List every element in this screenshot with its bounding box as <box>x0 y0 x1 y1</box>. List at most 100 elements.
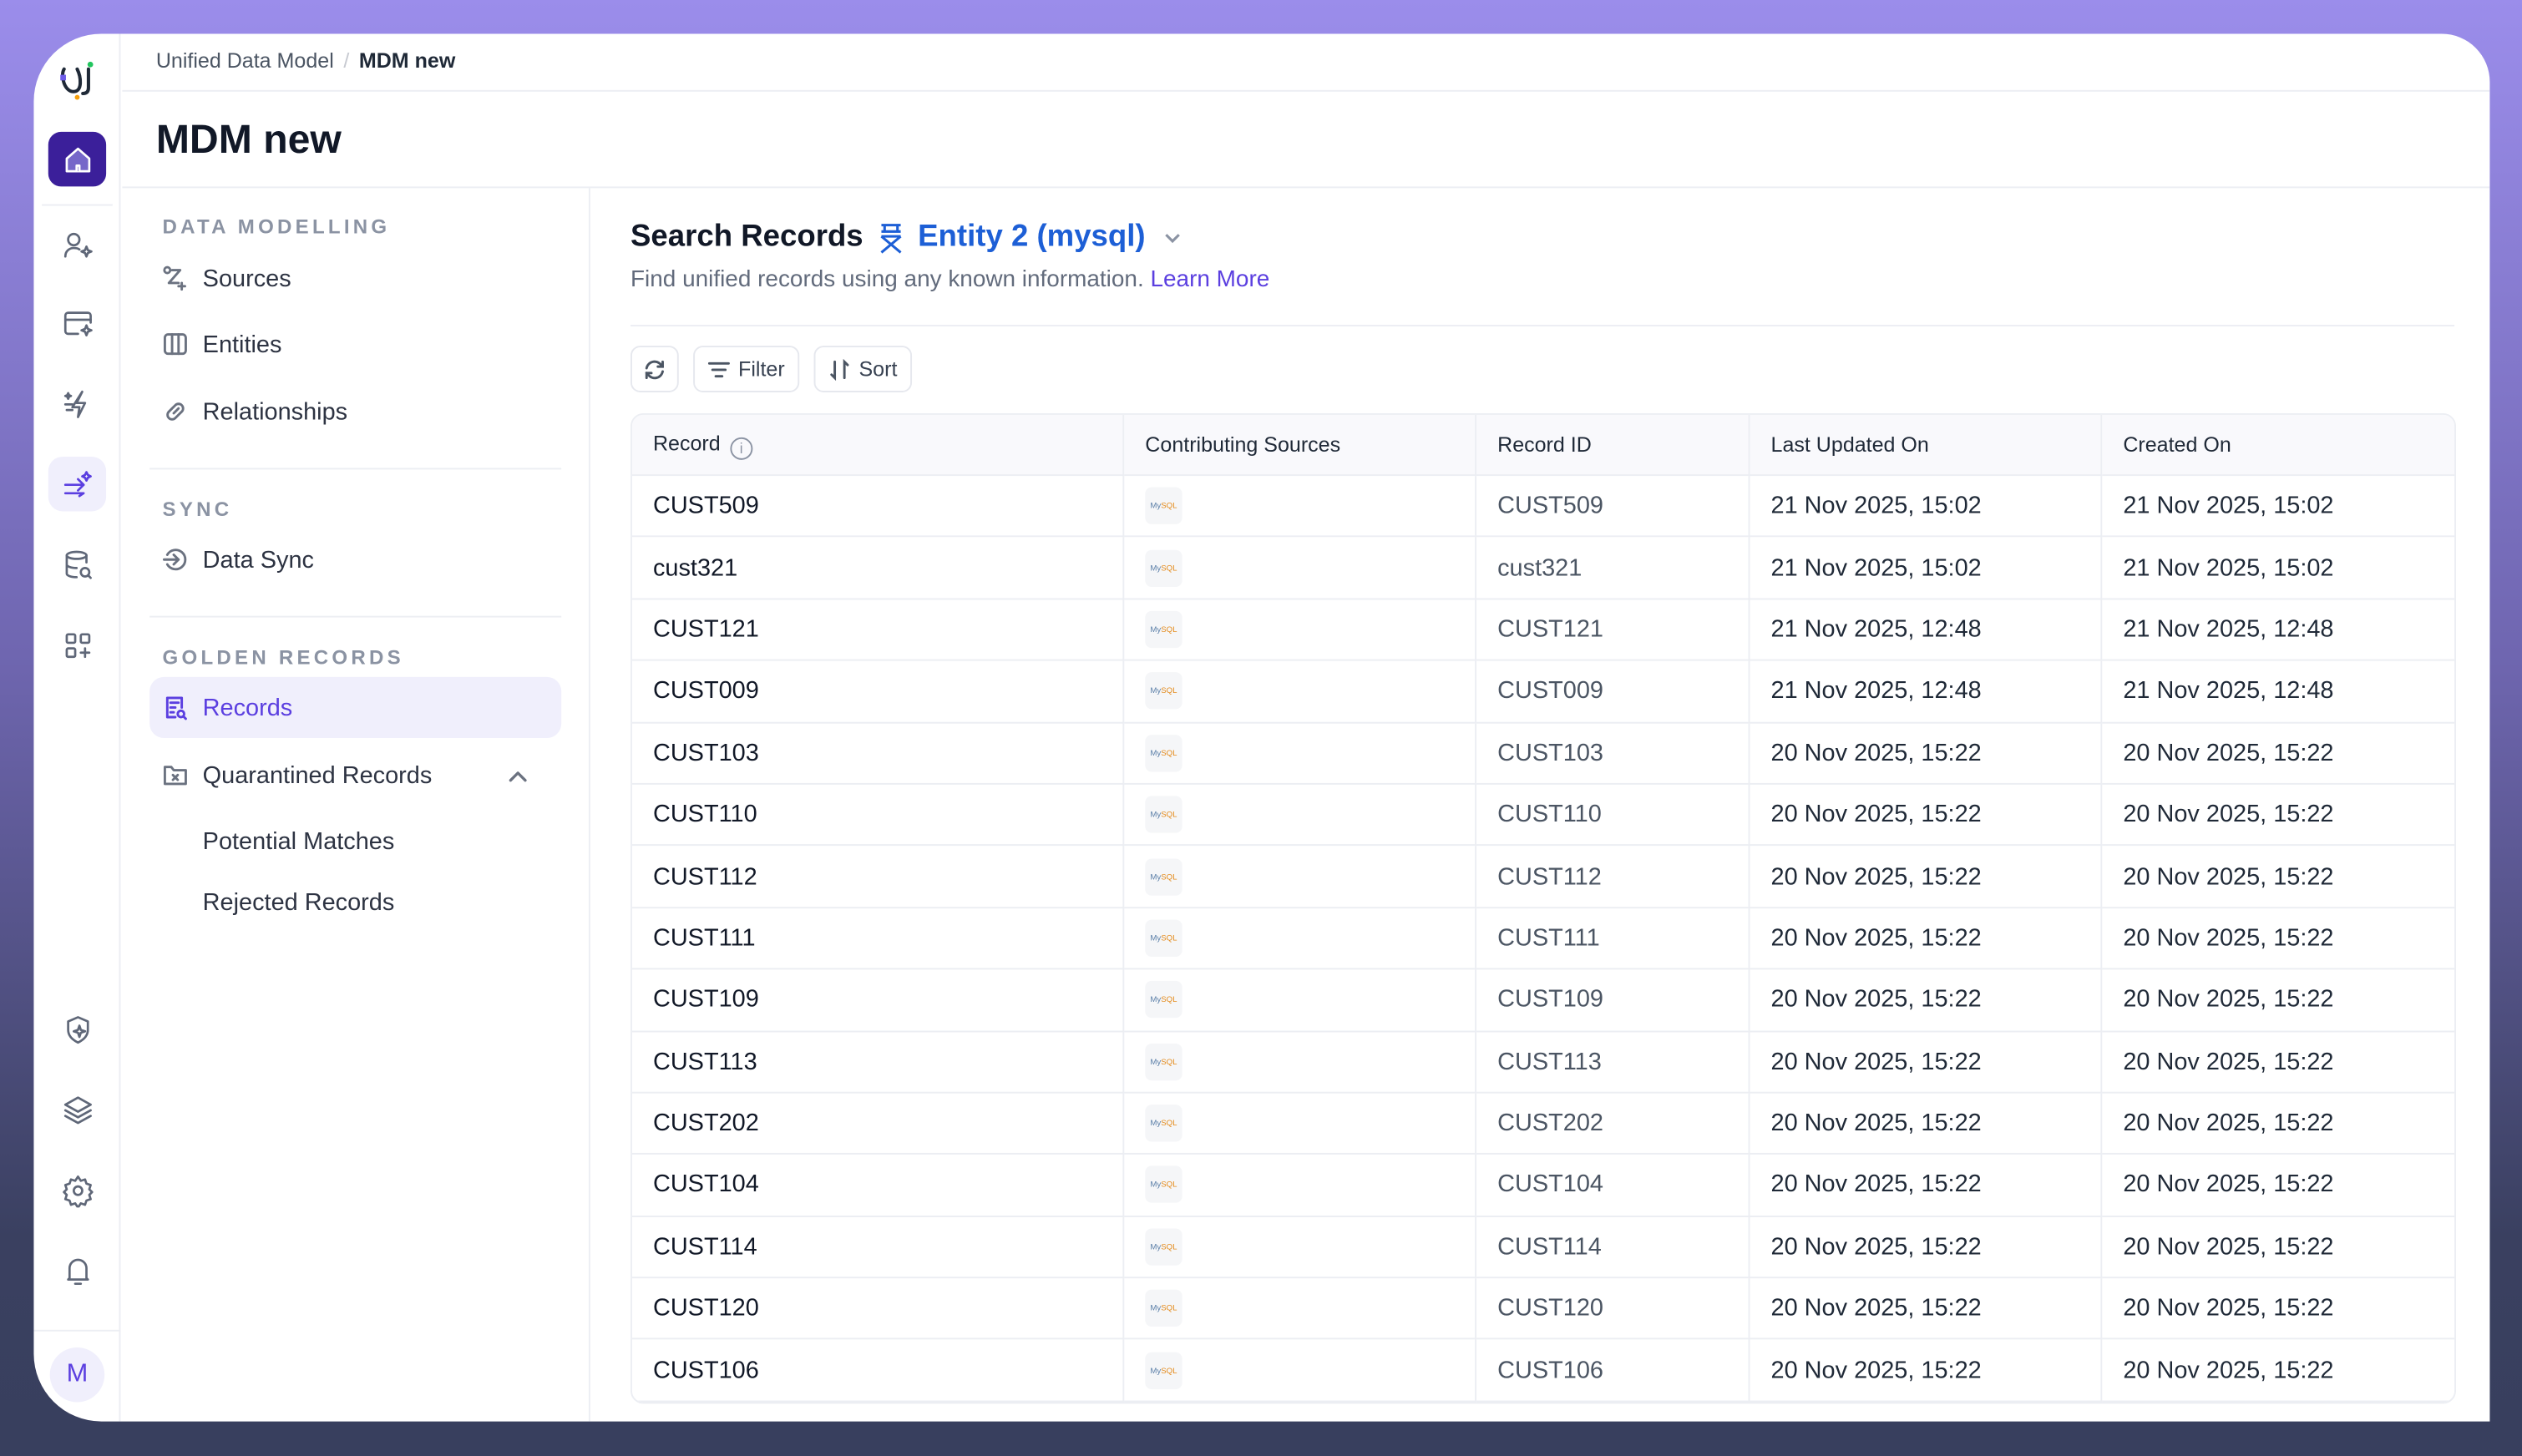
mysql-logo-icon: MySQL <box>1145 672 1183 710</box>
info-icon[interactable]: i <box>730 436 753 459</box>
column-header-created[interactable]: Created On <box>2102 414 2455 477</box>
rail-flow-button[interactable] <box>48 456 107 512</box>
record-name[interactable]: CUST106 <box>631 1340 1125 1403</box>
table-row[interactable]: CUST106 MySQL CUST106 20 Nov 2025, 15:22… <box>631 1340 2455 1403</box>
record-name[interactable]: CUST103 <box>631 722 1125 785</box>
rail-layers-button[interactable] <box>48 1082 106 1136</box>
nav-item-relationships[interactable]: Relationships <box>149 381 561 442</box>
gear-icon <box>62 1175 93 1207</box>
record-name[interactable]: cust321 <box>631 538 1125 599</box>
chevron-up-icon[interactable] <box>505 764 531 790</box>
nav-item-potential-matches[interactable]: Potential Matches <box>149 811 561 872</box>
record-name[interactable]: CUST109 <box>631 969 1125 1032</box>
last-updated-on: 20 Nov 2025, 15:22 <box>1750 1278 2103 1341</box>
sort-button[interactable]: Sort <box>813 346 912 392</box>
mysql-logo-icon: MySQL <box>1145 1043 1183 1080</box>
mysql-logo-icon: MySQL <box>1145 1228 1183 1266</box>
column-header-last-updated[interactable]: Last Updated On <box>1750 414 2103 477</box>
record-name[interactable]: CUST120 <box>631 1278 1125 1341</box>
sort-label: Sort <box>858 356 898 382</box>
rail-automation-button[interactable] <box>48 377 106 431</box>
nav-item-quarantined-records[interactable]: Quarantined Records <box>149 745 561 806</box>
record-name[interactable]: CUST202 <box>631 1093 1125 1155</box>
record-name[interactable]: CUST009 <box>631 660 1125 723</box>
nav-item-data-sync[interactable]: Data Sync <box>149 529 561 590</box>
breadcrumb: Unified Data Model / MDM new <box>155 48 456 73</box>
last-updated-on: 20 Nov 2025, 15:22 <box>1750 1031 2103 1094</box>
table-row[interactable]: CUST103 MySQL CUST103 20 Nov 2025, 15:22… <box>631 722 2455 785</box>
last-updated-on: 20 Nov 2025, 15:22 <box>1750 969 2103 1032</box>
record-name[interactable]: CUST113 <box>631 1031 1125 1094</box>
divider <box>42 204 113 206</box>
home-icon <box>64 146 90 172</box>
contributing-sources: MySQL <box>1124 846 1477 908</box>
breadcrumb-current: MDM new <box>358 48 456 73</box>
rail-security-button[interactable] <box>48 1002 106 1056</box>
record-id: CUST104 <box>1476 1155 1750 1217</box>
refresh-button[interactable] <box>630 346 679 392</box>
record-id: CUST202 <box>1476 1093 1750 1155</box>
rail-notifications-button[interactable] <box>48 1243 106 1297</box>
table-row[interactable]: CUST509 MySQL CUST509 21 Nov 2025, 15:02… <box>631 476 2455 538</box>
last-updated-on: 21 Nov 2025, 15:02 <box>1750 538 2103 599</box>
table-row[interactable]: CUST111 MySQL CUST111 20 Nov 2025, 15:22… <box>631 907 2455 970</box>
column-header-record-id[interactable]: Record ID <box>1476 414 1750 477</box>
nav-item-entities[interactable]: Entities <box>149 314 561 375</box>
record-name[interactable]: CUST110 <box>631 784 1125 847</box>
record-name[interactable]: CUST104 <box>631 1155 1125 1217</box>
table-row[interactable]: CUST009 MySQL CUST009 21 Nov 2025, 12:48… <box>631 660 2455 723</box>
entity-selector[interactable]: Entity 2 (mysql) <box>876 220 1197 255</box>
nav-item-label: Relationships <box>202 397 348 426</box>
table-row[interactable]: CUST110 MySQL CUST110 20 Nov 2025, 15:22… <box>631 784 2455 847</box>
table-row[interactable]: CUST120 MySQL CUST120 20 Nov 2025, 15:22… <box>631 1278 2455 1341</box>
record-name[interactable]: CUST509 <box>631 476 1125 538</box>
record-name[interactable]: CUST111 <box>631 907 1125 970</box>
table-row[interactable]: CUST114 MySQL CUST114 20 Nov 2025, 15:22… <box>631 1216 2455 1279</box>
mysql-logo-icon: MySQL <box>1145 1105 1183 1142</box>
table-row[interactable]: CUST112 MySQL CUST112 20 Nov 2025, 15:22… <box>631 846 2455 908</box>
rail-settings-button[interactable] <box>48 1162 106 1216</box>
nav-item-label: Potential Matches <box>202 827 395 855</box>
table-row[interactable]: CUST202 MySQL CUST202 20 Nov 2025, 15:22… <box>631 1093 2455 1155</box>
rail-cards-button[interactable] <box>48 296 106 350</box>
breadcrumb-parent[interactable]: Unified Data Model <box>155 48 334 73</box>
filter-button[interactable]: Filter <box>693 346 800 392</box>
nav-item-records[interactable]: Records <box>149 676 562 739</box>
table-row[interactable]: CUST109 MySQL CUST109 20 Nov 2025, 15:22… <box>631 969 2455 1032</box>
contributing-sources: MySQL <box>1124 722 1477 785</box>
created-on: 20 Nov 2025, 15:22 <box>2102 1216 2455 1279</box>
created-on: 20 Nov 2025, 15:22 <box>2102 723 2455 785</box>
last-updated-on: 20 Nov 2025, 15:22 <box>1750 784 2103 847</box>
nav-item-rejected-records[interactable]: Rejected Records <box>149 872 561 933</box>
record-name[interactable]: CUST114 <box>631 1216 1125 1279</box>
table-row[interactable]: cust321 MySQL cust321 21 Nov 2025, 15:02… <box>631 538 2455 599</box>
grid-plus-icon <box>64 632 90 658</box>
contributing-sources: MySQL <box>1124 599 1477 661</box>
record-name[interactable]: CUST112 <box>631 846 1125 908</box>
home-button[interactable] <box>48 131 107 187</box>
mysql-logo-icon: MySQL <box>1145 1290 1183 1327</box>
record-id: CUST509 <box>1476 476 1750 538</box>
learn-more-link[interactable]: Learn More <box>1150 266 1270 293</box>
record-id: CUST009 <box>1476 660 1750 723</box>
column-header-sources[interactable]: Contributing Sources <box>1124 414 1477 477</box>
record-id: CUST112 <box>1476 846 1750 908</box>
app-window: M Unified Data Model / MDM new MDM new DAT… <box>33 33 2490 1422</box>
record-name[interactable]: CUST121 <box>631 599 1125 661</box>
nav-item-sources[interactable]: Sources <box>149 248 561 309</box>
table-row[interactable]: CUST121 MySQL CUST121 21 Nov 2025, 12:48… <box>631 599 2455 661</box>
rail-apps-button[interactable] <box>48 618 106 672</box>
last-updated-on: 20 Nov 2025, 15:22 <box>1750 722 2103 785</box>
database-search-icon <box>64 549 91 579</box>
record-id: CUST109 <box>1476 969 1750 1032</box>
entity-name: Entity 2 (mysql) <box>918 220 1146 255</box>
table-row[interactable]: CUST113 MySQL CUST113 20 Nov 2025, 15:22… <box>631 1031 2455 1094</box>
avatar[interactable]: M <box>49 1347 105 1403</box>
divider <box>33 1329 121 1332</box>
user-sparkle-icon <box>63 231 92 257</box>
created-on: 20 Nov 2025, 15:22 <box>2102 908 2455 970</box>
rail-users-button[interactable] <box>48 217 106 271</box>
rail-database-button[interactable] <box>48 537 106 591</box>
table-row[interactable]: CUST104 MySQL CUST104 20 Nov 2025, 15:22… <box>631 1155 2455 1217</box>
column-header-record[interactable]: Record i <box>631 414 1125 477</box>
